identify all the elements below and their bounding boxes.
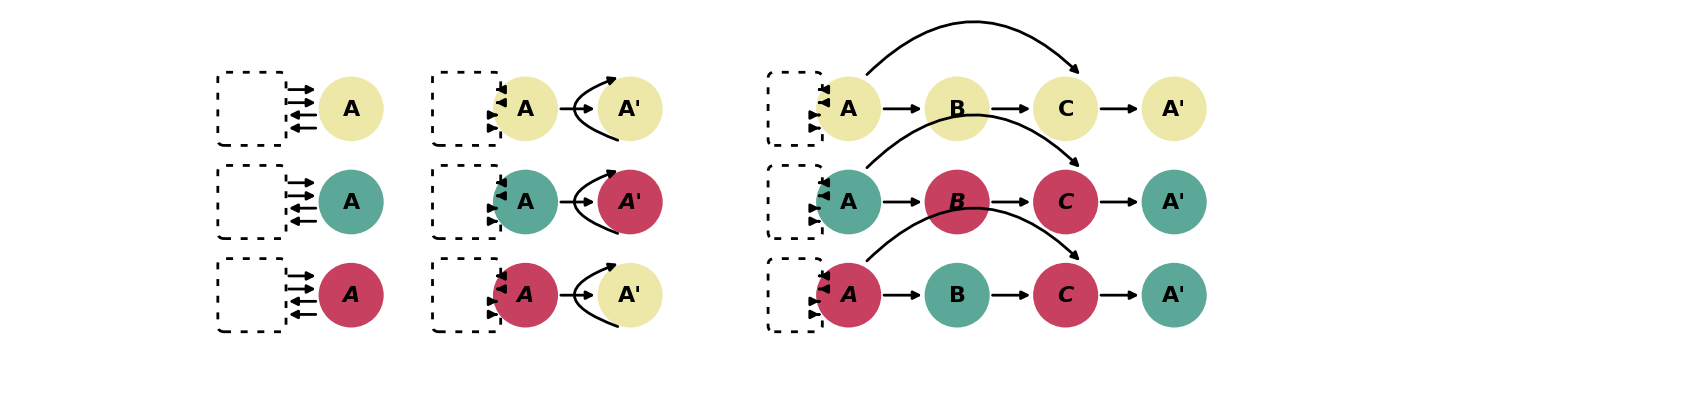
Circle shape <box>816 263 882 328</box>
Circle shape <box>598 77 662 142</box>
Text: A: A <box>840 192 857 213</box>
Circle shape <box>318 77 384 142</box>
Circle shape <box>493 77 559 142</box>
Circle shape <box>1141 77 1207 142</box>
Text: C: C <box>1058 286 1073 306</box>
Text: A': A' <box>618 99 642 119</box>
Circle shape <box>816 170 882 235</box>
Text: A: A <box>342 192 359 213</box>
Text: C: C <box>1058 99 1073 119</box>
Text: A: A <box>840 99 857 119</box>
Text: A: A <box>342 99 359 119</box>
Text: A: A <box>516 286 533 306</box>
Circle shape <box>1033 77 1099 142</box>
Circle shape <box>598 263 662 328</box>
Circle shape <box>1141 170 1207 235</box>
Text: A': A' <box>618 286 642 306</box>
Text: A: A <box>840 286 857 306</box>
Circle shape <box>1033 170 1099 235</box>
Circle shape <box>924 263 990 328</box>
Circle shape <box>318 170 384 235</box>
Circle shape <box>924 77 990 142</box>
Circle shape <box>493 263 559 328</box>
Circle shape <box>1141 263 1207 328</box>
Circle shape <box>493 170 559 235</box>
Text: A: A <box>516 192 533 213</box>
Circle shape <box>598 170 662 235</box>
Text: C: C <box>1058 192 1073 213</box>
Text: B: B <box>948 192 965 213</box>
Text: A: A <box>516 99 533 119</box>
Text: A': A' <box>1161 286 1187 306</box>
Text: A': A' <box>1161 192 1187 213</box>
Text: B: B <box>948 286 965 306</box>
Circle shape <box>816 77 882 142</box>
Circle shape <box>924 170 990 235</box>
Circle shape <box>1033 263 1099 328</box>
Text: A': A' <box>1161 99 1187 119</box>
Text: A': A' <box>618 192 642 213</box>
Circle shape <box>318 263 384 328</box>
Text: B: B <box>948 99 965 119</box>
Text: A: A <box>342 286 359 306</box>
